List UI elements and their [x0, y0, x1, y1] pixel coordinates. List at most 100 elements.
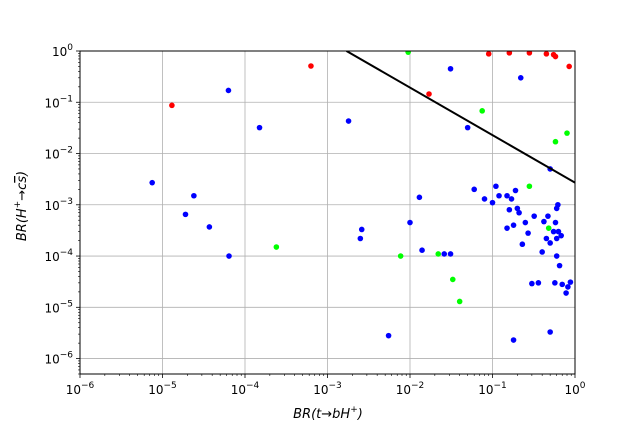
x-tick-label: 10−5: [148, 381, 177, 397]
y-axis-label: BR(H+→cs): [13, 171, 30, 241]
y-tick-label: 10−6: [44, 351, 73, 367]
x-tick-label: 10−1: [478, 381, 507, 397]
data-point: [504, 192, 510, 199]
data-point: [397, 253, 404, 259]
data-point: [273, 244, 280, 250]
x-tick-labels: 10−6 10−5 10−4 10−3 10−2 10−1 100: [66, 381, 586, 397]
data-point: [547, 329, 553, 335]
data-point: [545, 213, 551, 219]
data-point: [358, 226, 365, 233]
x-tick-label: 100: [564, 381, 585, 397]
data-point: [496, 192, 502, 199]
data-point: [539, 249, 545, 255]
data-point: [535, 280, 542, 286]
data-point: [552, 138, 559, 145]
data-point: [441, 251, 448, 257]
data-point: [357, 235, 364, 242]
data-point: [510, 222, 517, 228]
data-point: [191, 192, 197, 199]
data-point: [206, 224, 213, 230]
data-point: [545, 225, 552, 231]
x-axis-label: BR(t→bH+): [293, 405, 363, 422]
data-point: [519, 241, 526, 248]
axis-ticks: [76, 50, 576, 378]
data-point: [547, 240, 553, 246]
data-point: [407, 219, 413, 226]
data-point: [555, 201, 561, 208]
data-point: [481, 196, 488, 202]
data-point: [225, 87, 232, 94]
data-point: [565, 284, 571, 290]
data-point: [447, 65, 454, 72]
data-point: [517, 75, 524, 81]
data-point: [543, 235, 550, 242]
data-point: [456, 298, 463, 305]
data-point: [514, 205, 521, 212]
data-point: [506, 51, 513, 56]
y-tick-label: 100: [52, 43, 73, 59]
data-point: [506, 206, 513, 213]
data-point: [308, 63, 314, 69]
data-point: [512, 187, 519, 194]
data-point: [550, 228, 557, 235]
boundary-line: [346, 51, 575, 184]
data-point: [564, 130, 570, 136]
data-point: [553, 253, 560, 259]
y-tick-label: 10−4: [44, 248, 73, 264]
y-tick-label: 10−5: [44, 299, 73, 315]
data-point: [558, 232, 564, 239]
data-point: [479, 108, 485, 114]
plot-data: [149, 51, 575, 343]
data-point: [447, 251, 454, 257]
data-point: [504, 225, 510, 231]
data-point: [510, 337, 517, 343]
data-point: [516, 209, 522, 216]
data-point: [553, 235, 560, 242]
data-point: [541, 218, 547, 225]
data-point: [529, 280, 535, 287]
data-point: [552, 219, 559, 226]
data-point: [522, 219, 529, 226]
data-point: [493, 183, 499, 190]
data-point: [525, 230, 531, 236]
data-point: [559, 281, 566, 288]
data-point: [385, 332, 392, 339]
data-point: [345, 118, 352, 124]
data-point: [149, 179, 155, 186]
data-point: [543, 51, 550, 57]
data-point: [485, 51, 492, 57]
data-point: [435, 251, 442, 257]
data-point: [419, 247, 425, 254]
data-point: [226, 253, 232, 259]
data-point: [449, 276, 456, 283]
x-tick-label: 10−6: [66, 381, 95, 397]
data-point: [426, 91, 432, 97]
data-point: [567, 279, 574, 285]
data-point: [526, 51, 533, 56]
data-point: [555, 228, 562, 235]
y-tick-labels: 10−6 10−5 10−4 10−3 10−2 10−1 100: [44, 43, 73, 367]
scatter-series: [149, 65, 574, 343]
data-point: [489, 199, 496, 206]
data-point: [566, 63, 572, 70]
data-point: [256, 124, 263, 131]
y-tick-label: 10−1: [44, 94, 73, 110]
data-point: [405, 51, 411, 55]
y-tick-label: 10−2: [44, 146, 73, 162]
data-point: [508, 196, 515, 202]
data-point: [531, 213, 537, 219]
data-point: [471, 186, 477, 193]
scatter-series: [273, 51, 570, 305]
data-point: [169, 102, 175, 109]
y-tick-label: 10−3: [44, 197, 73, 213]
data-point: [556, 262, 563, 269]
data-point: [464, 124, 471, 131]
x-tick-label: 10−4: [231, 381, 260, 397]
data-point: [182, 211, 189, 218]
x-tick-label: 10−2: [396, 381, 425, 397]
scatter-series: [169, 51, 572, 109]
data-point: [526, 183, 533, 190]
data-point: [563, 290, 569, 296]
